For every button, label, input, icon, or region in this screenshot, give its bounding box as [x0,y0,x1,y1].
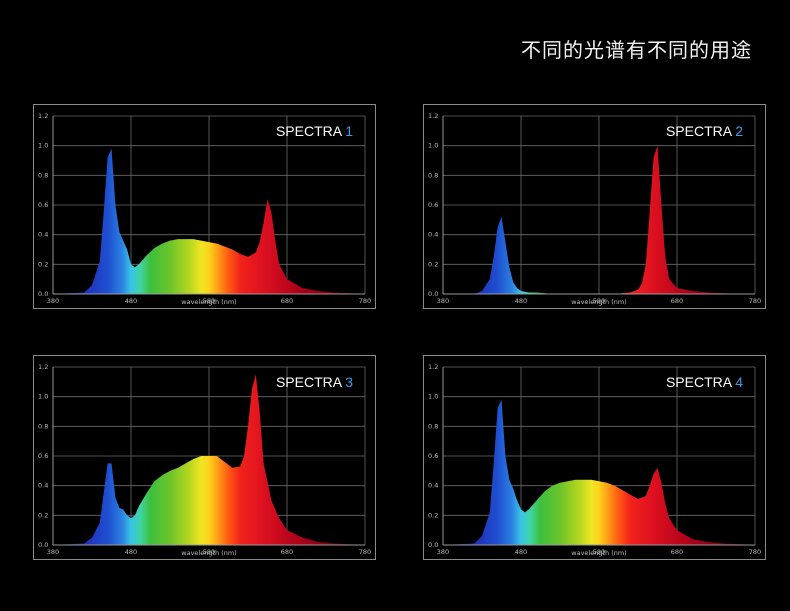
x-tick-label: 480 [515,297,527,305]
spectra-chart-svg: 380 480 580 680 780 0.0 0.2 0.4 0.6 0.8 1.0 1.2 wave… [33,355,376,560]
chart-title-word: SPECTRA [276,374,345,390]
x-tick-label: 380 [437,548,449,556]
y-tick-label: 0.0 [38,290,48,298]
chart-title: SPECTRA 4 [666,374,743,390]
x-tick-label: 380 [47,297,59,305]
spectra-1-chart: 380 480 580 680 780 0.0 0.2 0.4 0.6 0.8 1.0 1.2 wave… [33,104,376,309]
y-tick-label: 0.0 [428,541,438,549]
x-tick-label: 680 [671,548,683,556]
spectra-chart-svg: 380 480 580 680 780 0.0 0.2 0.4 0.6 0.8 1.0 1.2 wave… [33,104,376,309]
x-tick-label: 680 [671,297,683,305]
x-tick-label: 780 [749,297,761,305]
y-tick-label: 0.8 [38,171,48,179]
y-tick-label: 0.2 [428,260,438,268]
x-tick-label: 480 [515,548,527,556]
y-tick-label: 0.6 [38,201,48,209]
spectrum-area [443,399,755,545]
spectrum-area [53,374,365,545]
y-tick-label: 1.2 [38,112,48,120]
x-tick-label: 380 [47,548,59,556]
chart-title-number: 4 [735,374,743,390]
y-tick-label: 0.8 [428,422,438,430]
y-tick-label: 0.6 [428,452,438,460]
x-axis-label: wavelength (nm) [571,298,626,306]
y-tick-label: 0.4 [428,231,438,239]
chart-title: SPECTRA 1 [276,123,353,139]
spectra-3-chart: 380 480 580 680 780 0.0 0.2 0.4 0.6 0.8 1.0 1.2 wave… [33,355,376,560]
y-tick-label: 0.6 [38,452,48,460]
x-tick-label: 680 [281,548,293,556]
y-tick-label: 0.6 [428,201,438,209]
chart-title-number: 1 [345,123,353,139]
y-tick-label: 0.4 [38,482,48,490]
y-tick-label: 0.2 [38,511,48,519]
y-tick-label: 1.2 [428,363,438,371]
y-tick-label: 0.2 [428,511,438,519]
chart-title-word: SPECTRA [666,374,735,390]
chart-title-word: SPECTRA [276,123,345,139]
chart-title: SPECTRA 3 [276,374,353,390]
spectra-4-chart: 380 480 580 680 780 0.0 0.2 0.4 0.6 0.8 1.0 1.2 wave… [423,355,766,560]
spectra-chart-svg: 380 480 580 680 780 0.0 0.2 0.4 0.6 0.8 1.0 1.2 wave… [423,355,766,560]
y-tick-label: 1.0 [428,142,438,150]
y-tick-label: 1.0 [428,393,438,401]
x-tick-label: 380 [437,297,449,305]
y-tick-label: 0.8 [428,171,438,179]
spectra-2-chart: 380 480 580 680 780 0.0 0.2 0.4 0.6 0.8 1.0 1.2 wave… [423,104,766,309]
x-tick-label: 580 [593,548,605,556]
x-tick-label: 580 [593,297,605,305]
x-tick-label: 780 [359,548,371,556]
x-tick-label: 480 [125,297,137,305]
y-tick-label: 0.2 [38,260,48,268]
y-tick-label: 1.2 [428,112,438,120]
chart-title-number: 2 [735,123,743,139]
spectra-chart-svg: 380 480 580 680 780 0.0 0.2 0.4 0.6 0.8 1.0 1.2 wave… [423,104,766,309]
x-tick-label: 780 [359,297,371,305]
chart-title: SPECTRA 2 [666,123,743,139]
y-tick-label: 1.0 [38,393,48,401]
chart-title-number: 3 [345,374,353,390]
x-tick-label: 580 [203,297,215,305]
x-tick-label: 580 [203,548,215,556]
chart-title-word: SPECTRA [666,123,735,139]
y-tick-label: 1.2 [38,363,48,371]
x-axis-label: wavelength (nm) [181,298,236,306]
x-axis-label: wavelength (nm) [181,549,236,557]
x-axis-label: wavelength (nm) [571,549,626,557]
y-tick-label: 0.0 [428,290,438,298]
chart-frame [423,104,766,309]
spectrum-area [53,148,365,294]
y-tick-label: 1.0 [38,142,48,150]
page-title: 不同的光谱有不同的用途 [521,38,752,62]
x-tick-label: 480 [125,548,137,556]
y-tick-label: 0.4 [38,231,48,239]
y-tick-label: 0.8 [38,422,48,430]
y-tick-label: 0.4 [428,482,438,490]
y-tick-label: 0.0 [38,541,48,549]
x-tick-label: 780 [749,548,761,556]
x-tick-label: 680 [281,297,293,305]
